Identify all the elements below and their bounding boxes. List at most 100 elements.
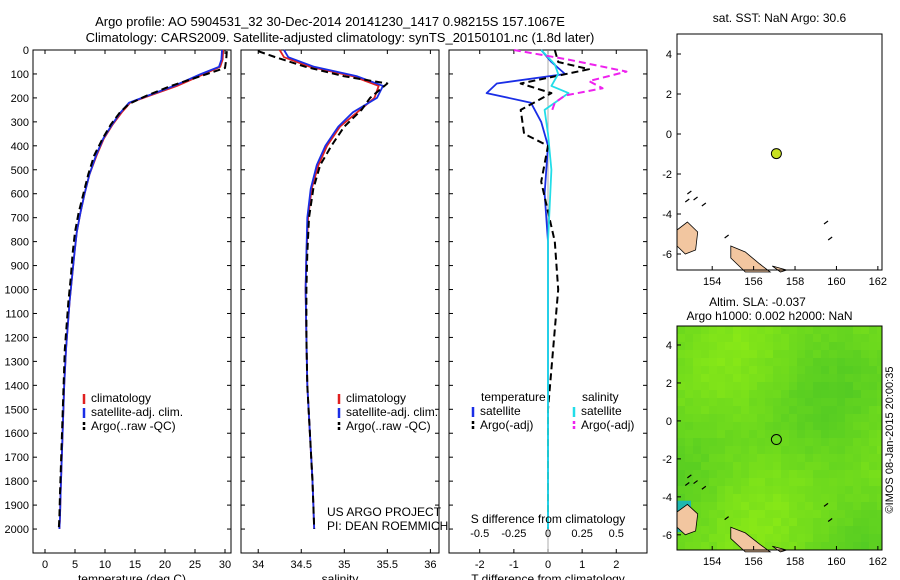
heat-cell [821,334,829,342]
heat-cell [749,486,757,494]
heat-cell [701,542,709,550]
heat-cell [765,454,773,462]
heat-cell [765,374,773,382]
heat-cell [741,366,749,374]
land-mass [730,245,772,273]
heat-cell [813,494,821,502]
x-tick-label: 156 [744,556,762,568]
heat-cell [677,486,685,494]
heat-cell [837,382,845,390]
heat-cell [805,446,813,454]
heat-cell [805,342,813,350]
heat-cell [805,358,813,366]
heat-cell [749,502,757,510]
heat-cell [853,438,861,446]
heat-cell [741,510,749,518]
y-tick-label: -6 [662,530,672,542]
heat-cell [765,494,773,502]
heat-cell [733,510,741,518]
heat-cell [757,494,765,502]
heat-cell [853,366,861,374]
heat-cell [749,358,757,366]
heat-cell [677,350,685,358]
heat-cell [845,510,853,518]
heat-cell [877,462,882,470]
heat-cell [773,430,781,438]
float-marker [770,434,782,446]
heat-cell [869,486,877,494]
difference-panel: -2 -1 0 1 2T difference from climatology -0.5… [448,49,648,580]
y-tick-label: 700 [11,213,29,225]
heat-cell [829,350,837,358]
heat-cell [717,542,725,550]
heat-cell [725,382,733,390]
heat-cell [677,462,685,470]
heat-cell [725,478,733,486]
heat-cell [717,390,725,398]
heat-cell [829,326,837,334]
heat-cell [717,454,725,462]
heat-cell [837,462,845,470]
heat-cell [693,494,701,502]
x-tick-label: 35 [338,559,350,571]
heat-cell [821,510,829,518]
heat-cell [837,342,845,350]
heat-cell [877,326,882,334]
heat-cell [797,446,805,454]
heat-cell [861,422,869,430]
heat-cell [773,358,781,366]
heat-cell [709,478,717,486]
heat-cell [861,382,869,390]
heat-cell [821,350,829,358]
heat-cell [805,502,813,510]
x-tick-label: 30 [219,559,231,571]
heat-cell [709,366,717,374]
heat-cell [861,398,869,406]
heat-cell [741,494,749,502]
heat-cell [805,526,813,534]
heat-cell [821,486,829,494]
heat-cell [749,334,757,342]
heat-cell [861,526,869,534]
heat-cell [701,430,709,438]
heat-cell [837,542,845,550]
heat-cell [829,334,837,342]
x2-tick-label: 0 [545,528,551,540]
heat-cell [805,534,813,542]
island-coast [701,202,707,207]
heat-cell [709,534,717,542]
heat-cell [869,414,877,422]
heat-cell [837,334,845,342]
heat-cell [877,502,882,510]
heat-cell [741,406,749,414]
heat-cell [757,342,765,350]
heat-cell [677,414,685,422]
heat-cell [845,366,853,374]
heat-cell [725,502,733,510]
heat-cell [773,486,781,494]
heat-cell [781,390,789,398]
heat-cell [869,454,877,462]
heat-cell [829,438,837,446]
heat-cell [677,342,685,350]
heat-cell [789,502,797,510]
heat-cell [797,350,805,358]
heat-cell [869,326,877,334]
y-tick-label: 1300 [5,356,29,368]
heat-cell [749,494,757,502]
heat-cell [869,438,877,446]
heat-cell [797,438,805,446]
heat-cell [869,366,877,374]
heat-cell [677,534,685,542]
heat-cell [733,438,741,446]
heat-cell [725,406,733,414]
map-frame [676,33,883,271]
x2-tick-label: -0.5 [470,528,489,540]
heat-cell [853,518,861,526]
heat-cell [845,334,853,342]
heat-cell [845,534,853,542]
y-tick-label: 1700 [5,452,29,464]
heat-cell [773,390,781,398]
heat-cell [773,542,781,550]
heat-cell [741,358,749,366]
